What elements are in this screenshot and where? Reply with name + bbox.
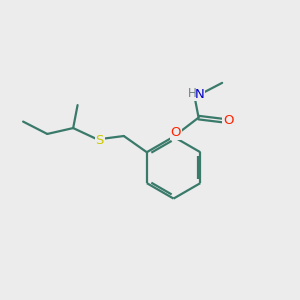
Text: O: O bbox=[223, 114, 233, 127]
Text: S: S bbox=[95, 134, 104, 147]
Text: N: N bbox=[195, 88, 204, 100]
Text: O: O bbox=[170, 126, 181, 140]
Text: H: H bbox=[188, 87, 196, 100]
